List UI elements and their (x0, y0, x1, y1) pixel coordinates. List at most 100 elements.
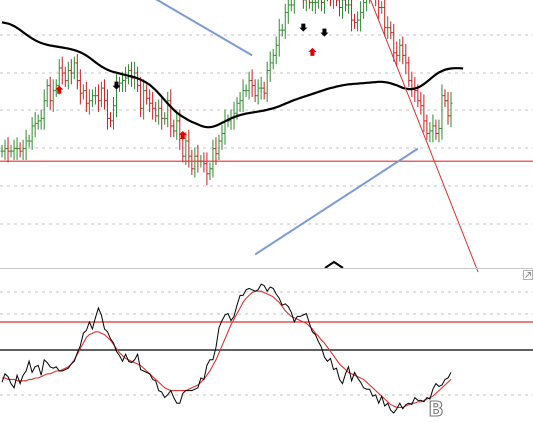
price-bar (30, 117, 34, 150)
price-bar (187, 129, 191, 168)
price-bar (395, 41, 399, 67)
trendline (370, 0, 479, 273)
price-bar (449, 91, 453, 128)
price-bar (259, 76, 263, 100)
price-bar (202, 152, 206, 173)
price-bar (446, 91, 450, 125)
price-bar (163, 112, 167, 125)
price-bar (356, 11, 360, 32)
price-bar (12, 139, 16, 160)
price-bar (51, 79, 55, 113)
price-bar (21, 139, 25, 160)
price-bar (105, 89, 109, 130)
price-bar (151, 91, 155, 120)
price-bar (33, 112, 37, 138)
price-bar (127, 64, 131, 85)
price-bar (217, 134, 221, 160)
price-bar (274, 36, 278, 65)
price-bar (419, 91, 423, 115)
price-bar (404, 44, 408, 75)
panel-glyph-label: B (428, 397, 443, 421)
price-grid (0, 34, 533, 225)
price-bar (250, 69, 254, 97)
price-bar (60, 56, 64, 85)
price-bar (313, 0, 317, 14)
price-bar (437, 119, 441, 143)
price-bar (244, 84, 248, 97)
up-arrow-marker-icon (178, 131, 187, 139)
price-bar (99, 81, 103, 108)
trendline (254, 147, 419, 256)
price-bar (247, 71, 251, 100)
price-bar (256, 79, 260, 105)
down-arrow-marker-icon (320, 28, 329, 37)
price-bar (326, 0, 328, 2)
price-bar (24, 129, 28, 160)
price-bar (54, 79, 58, 97)
oscillator-signal-line (2, 290, 452, 408)
price-bar (63, 66, 67, 87)
price-bar (42, 89, 46, 130)
price-bar (410, 71, 414, 97)
price-bar (338, 0, 342, 17)
price-bar (443, 89, 447, 108)
price-bar (271, 49, 275, 70)
price-bar (18, 142, 22, 158)
price-bar (386, 16, 390, 39)
collapse-box-icon[interactable] (523, 270, 533, 280)
price-bar (6, 137, 10, 163)
price-bar (78, 69, 82, 105)
price-bar (48, 76, 52, 110)
price-bar (431, 114, 435, 143)
price-bar (142, 79, 146, 120)
price-bar (69, 59, 73, 85)
price-bar (90, 89, 94, 108)
signal-markers (55, 23, 329, 139)
price-bar (289, 0, 293, 12)
price-bar (184, 132, 188, 165)
price-bar (81, 84, 85, 100)
price-bar (214, 137, 218, 165)
price-bar (223, 109, 227, 145)
price-bar (428, 122, 432, 143)
price-bar (304, 0, 307, 12)
price-bar (353, 13, 357, 29)
price-bar (425, 114, 429, 140)
price-bar (205, 152, 209, 186)
price-bar (280, 23, 284, 37)
price-bar (407, 56, 411, 87)
price-bar (422, 94, 426, 133)
up-arrow-marker-icon (308, 47, 317, 56)
price-bar (332, 0, 334, 9)
price-bar (27, 134, 31, 148)
price-bar (0, 144, 4, 158)
price-bar (166, 91, 170, 128)
price-bar (211, 139, 215, 178)
oscillator-grid (0, 291, 533, 396)
price-bar (130, 61, 134, 87)
price-bar (389, 21, 393, 39)
price-bar (154, 101, 158, 123)
price-bar (253, 79, 257, 102)
price-bar (193, 147, 197, 178)
price-bar (72, 56, 76, 80)
price-bar (302, 0, 305, 9)
price-bar (45, 79, 49, 108)
price-bar (322, 0, 325, 14)
price-bar (268, 51, 272, 82)
price-bar (283, 3, 287, 39)
price-bar (75, 54, 79, 90)
price-bar (124, 66, 128, 92)
price-bar (265, 61, 269, 102)
price-bar (115, 74, 119, 118)
price-bar (93, 86, 97, 105)
price-bar (241, 79, 245, 113)
price-bar (310, 0, 314, 12)
price-bar (220, 124, 224, 150)
price-bar (196, 144, 200, 173)
price-bar (133, 61, 137, 90)
price-bar (3, 139, 7, 160)
price-bar (36, 114, 40, 130)
